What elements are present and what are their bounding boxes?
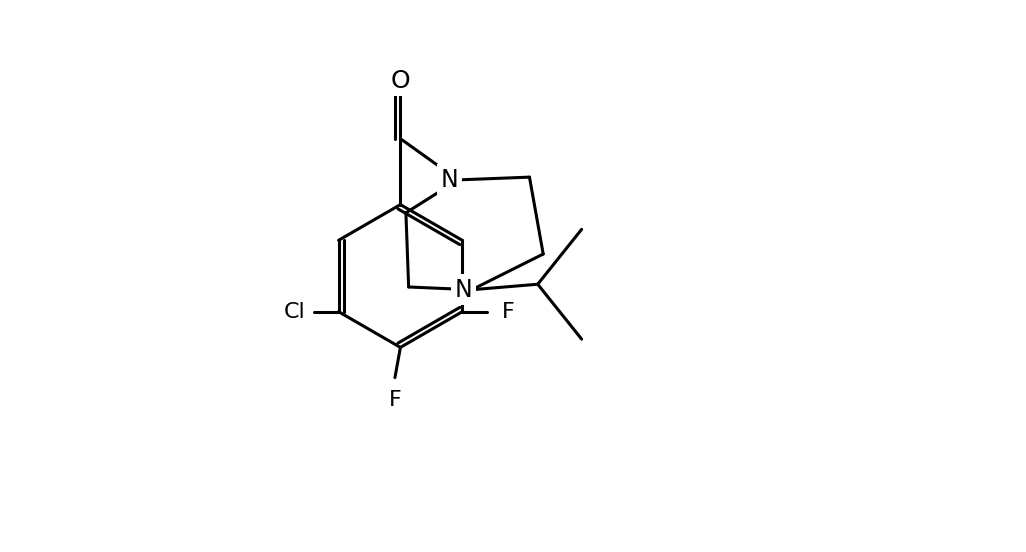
Text: F: F — [502, 302, 514, 322]
Text: N: N — [441, 168, 459, 192]
Text: Cl: Cl — [284, 302, 306, 322]
Text: F: F — [389, 390, 401, 410]
Text: O: O — [391, 69, 410, 93]
Text: N: N — [455, 278, 472, 302]
